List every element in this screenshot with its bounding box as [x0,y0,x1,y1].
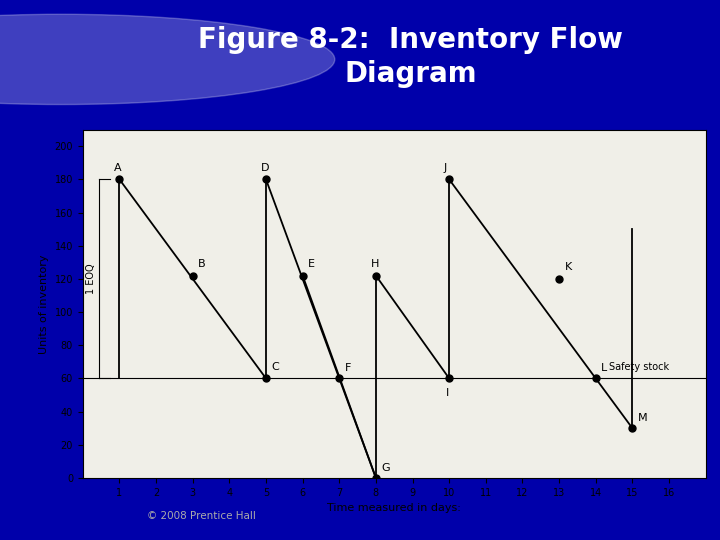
Text: C: C [271,362,279,372]
Text: © 2008 Prentice Hall: © 2008 Prentice Hall [147,511,256,521]
Text: K: K [564,262,572,272]
Text: E: E [308,259,315,269]
Text: H: H [370,259,379,269]
Circle shape [0,14,335,105]
Text: L: L [601,363,608,374]
Y-axis label: Units of inventory: Units of inventory [39,254,49,354]
Text: F: F [345,363,351,374]
X-axis label: Time measured in days:: Time measured in days: [328,503,461,513]
Text: J: J [444,163,447,173]
Text: Safety stock: Safety stock [608,362,669,372]
Text: B: B [198,259,206,269]
Text: G: G [382,463,390,473]
Text: A: A [114,163,122,173]
Text: D: D [261,163,269,173]
Text: 1 EOQ: 1 EOQ [86,264,96,294]
Text: I: I [446,388,449,399]
Text: Figure 8-2:  Inventory Flow
Diagram: Figure 8-2: Inventory Flow Diagram [198,26,623,89]
Text: M: M [638,413,647,423]
